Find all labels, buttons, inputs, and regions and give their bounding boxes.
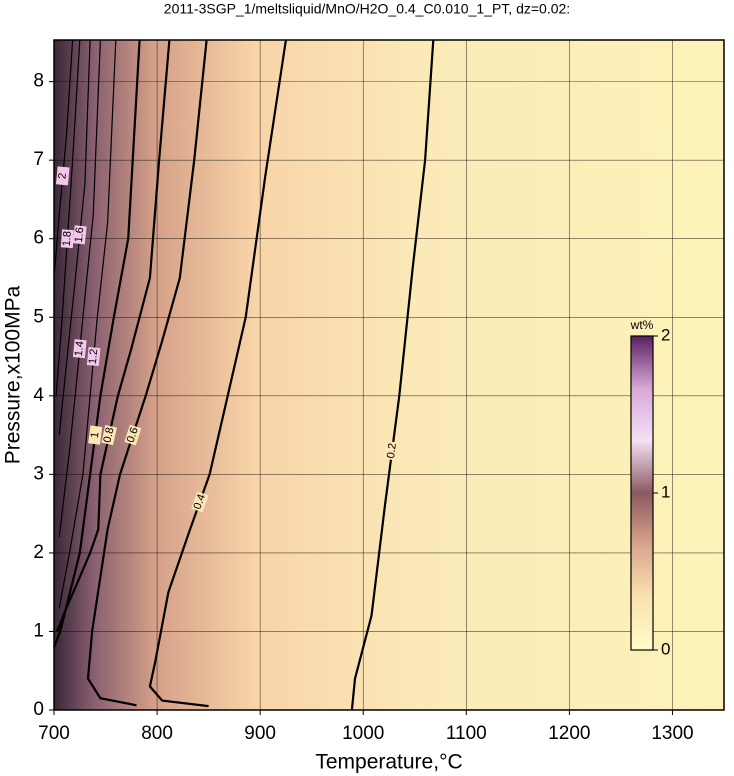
contour-label-bg — [384, 441, 400, 461]
x-tick-label: 900 — [244, 723, 276, 744]
contour-label: 2 — [56, 172, 69, 179]
contour-label-bg — [72, 339, 87, 359]
contour-label-bg — [88, 425, 103, 445]
contour-label-bg — [124, 424, 142, 446]
x-axis-label: Temperature,°C — [315, 751, 462, 774]
contour-line — [86, 39, 208, 707]
y-tick-label: 4 — [33, 385, 44, 406]
contour-label: 0.8 — [102, 426, 117, 444]
colorbar-tick-label: 2 — [661, 325, 670, 344]
contour-label-bg — [191, 491, 209, 513]
contour-label: 0.4 — [192, 493, 208, 511]
x-tick-label: 1000 — [342, 723, 384, 744]
contour-label-bg — [72, 225, 87, 245]
contour-label-bg — [86, 347, 101, 367]
y-tick-label: 1 — [33, 620, 44, 641]
colorbar — [630, 335, 654, 651]
y-tick-label: 8 — [33, 71, 44, 92]
contour-label: 1.6 — [73, 227, 86, 243]
contour-line — [56, 39, 171, 632]
contour-label-bg — [101, 424, 117, 446]
contour-label-bg — [55, 166, 70, 186]
x-tick-label: 1300 — [651, 723, 693, 744]
contour-label: 1 — [89, 431, 102, 439]
plot-background — [54, 40, 724, 710]
y-tick-label: 7 — [33, 149, 44, 170]
x-tick-label: 1200 — [548, 723, 590, 744]
contour-line — [58, 39, 91, 436]
colorbar-tick-label: 0 — [661, 639, 670, 658]
y-tick-label: 3 — [33, 463, 44, 484]
y-tick-label: 5 — [33, 306, 44, 327]
contour-label: 0.2 — [385, 442, 399, 459]
x-tick-label: 700 — [38, 723, 70, 744]
contour-label-bg — [60, 229, 74, 249]
contour-line — [148, 39, 287, 708]
contour-label: 1.8 — [61, 231, 74, 247]
colorbar-label: wt% — [630, 318, 654, 332]
contour-label: 1.2 — [87, 348, 100, 364]
y-tick-label: 0 — [33, 699, 44, 720]
y-tick-label: 2 — [33, 542, 44, 563]
x-tick-label: 1100 — [446, 723, 487, 744]
plot-frame — [53, 39, 725, 711]
chart-title: 2011-3SGP_1/meltsliquid/MnO/H2O_0.4_C0.0… — [164, 1, 570, 17]
y-tick-label: 6 — [33, 228, 44, 249]
contour-line — [58, 39, 117, 609]
colorbar-tick-label: 1 — [661, 482, 670, 501]
y-axis-label: Pressure,x100MPa — [2, 285, 25, 464]
contour-label: 1.4 — [73, 340, 86, 356]
contour-label: 0.6 — [125, 426, 141, 444]
x-tick-label: 800 — [141, 723, 173, 744]
